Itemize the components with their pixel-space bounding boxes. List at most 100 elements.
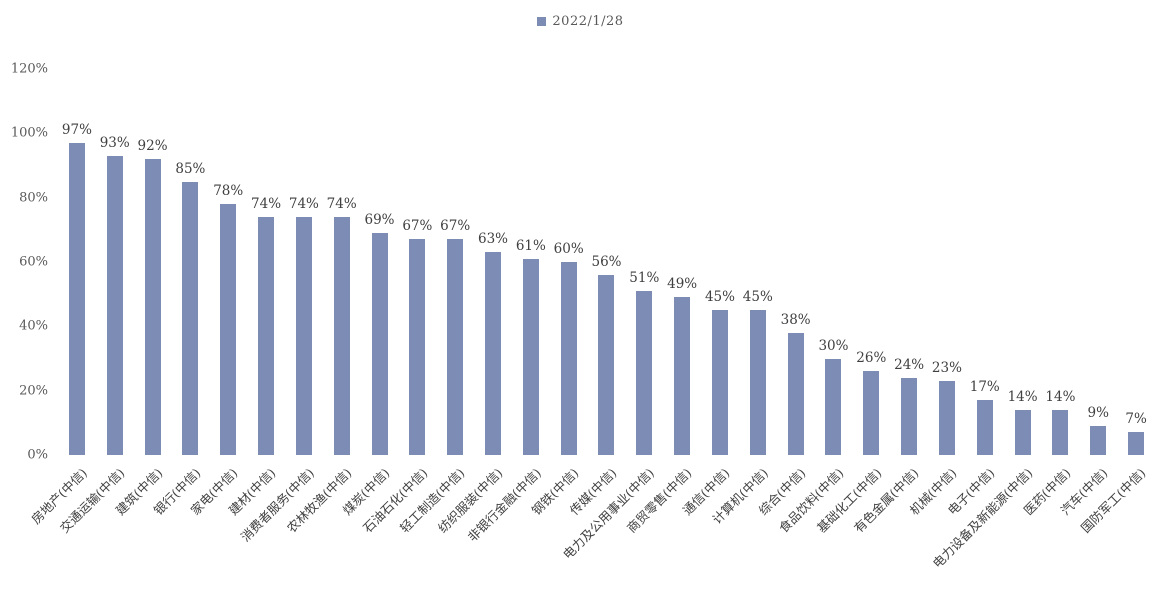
bar	[1128, 432, 1145, 455]
bar-column: 9%	[1079, 69, 1117, 455]
bar-value-label: 30%	[818, 337, 849, 354]
bar-column: 45%	[701, 69, 739, 455]
bar-column: 24%	[890, 69, 928, 455]
y-tick-label: 20%	[19, 383, 48, 399]
bar-value-label: 7%	[1125, 411, 1147, 428]
bar	[598, 274, 615, 455]
bar-value-label: 49%	[667, 276, 698, 293]
bar	[938, 381, 955, 455]
bar	[901, 377, 918, 455]
bar-column: 56%	[588, 69, 626, 455]
bar	[485, 252, 501, 455]
bar-value-label: 93%	[99, 134, 130, 151]
y-tick-label: 100%	[10, 125, 48, 141]
bar	[1014, 409, 1031, 455]
bar-column: 60%	[550, 69, 588, 455]
bar-column: 23%	[928, 69, 966, 455]
bar-column: 17%	[966, 69, 1004, 455]
bar-value-label: 45%	[742, 289, 773, 306]
bar	[295, 216, 312, 455]
y-tick-label: 60%	[19, 254, 48, 270]
bar	[863, 371, 880, 455]
bar-column: 61%	[512, 69, 550, 455]
bar	[182, 181, 199, 455]
bar-column: 97%	[58, 69, 96, 455]
bar-value-label: 92%	[137, 138, 168, 155]
bar-column: 49%	[663, 69, 701, 455]
bar-column: 14%	[1004, 69, 1042, 455]
bar-value-label: 56%	[591, 253, 622, 270]
bar	[68, 142, 85, 455]
bar-column: 51%	[625, 69, 663, 455]
bar-column: 7%	[1117, 69, 1155, 455]
bar-value-label: 67%	[402, 218, 433, 235]
bar-column: 67%	[398, 69, 436, 455]
bar-value-label: 51%	[629, 269, 660, 286]
bar-value-label: 45%	[704, 289, 735, 306]
bar-value-label: 74%	[326, 195, 357, 212]
bar	[258, 216, 275, 455]
bar-value-label: 14%	[1045, 388, 1076, 405]
bar	[447, 239, 464, 455]
bar-value-label: 61%	[515, 237, 546, 254]
bar	[636, 290, 653, 455]
bar	[220, 204, 237, 455]
bar	[409, 239, 426, 455]
bar-value-label: 97%	[61, 121, 92, 138]
bar-value-label: 78%	[213, 183, 244, 200]
bar-column: 14%	[1042, 69, 1080, 455]
bar	[749, 310, 766, 455]
y-tick-label: 40%	[19, 318, 48, 334]
bar-value-label: 85%	[175, 160, 206, 177]
bar-column: 74%	[323, 69, 361, 455]
x-axis: 房地产(中信) 交通运输(中信) 建筑(中信) 银行(中信) 家电(中信) 建材(中信) 消…	[28, 455, 1155, 606]
bar	[825, 358, 842, 455]
chart-legend: 2022/1/28	[0, 14, 1161, 29]
bar-column: 63%	[474, 69, 512, 455]
bar	[333, 216, 350, 455]
bar	[371, 233, 388, 455]
bar-column: 93%	[96, 69, 134, 455]
bar	[711, 310, 728, 455]
bar-column: 38%	[777, 69, 815, 455]
bar-value-label: 74%	[251, 195, 282, 212]
bar	[522, 258, 539, 455]
bar-column: 45%	[739, 69, 777, 455]
bar	[976, 400, 993, 455]
bar	[144, 159, 161, 455]
legend-marker-icon	[537, 17, 547, 26]
bar-value-label: 67%	[440, 218, 471, 235]
bar-column: 30%	[815, 69, 853, 455]
bar	[106, 155, 123, 455]
y-axis: 0% 20% 40% 60% 80% 100% 120%	[0, 62, 52, 463]
bar-column: 92%	[134, 69, 172, 455]
bar-value-label: 23%	[931, 360, 962, 377]
bar-value-label: 74%	[288, 195, 319, 212]
bar-value-label: 60%	[553, 241, 584, 257]
y-tick-label: 0%	[27, 447, 48, 463]
bar-column: 78%	[209, 69, 247, 455]
legend-label: 2022/1/28	[552, 14, 624, 29]
bar	[787, 332, 804, 455]
bar	[560, 262, 577, 455]
plot-area: 97% 93% 92% 85% 78% 74% 74% 74% 69% 67% 67% 63% 61% 6…	[58, 69, 1155, 455]
bar-value-label: 14%	[1007, 388, 1038, 405]
bar-column: 85%	[171, 69, 209, 455]
bar-column: 74%	[285, 69, 323, 455]
y-tick-label: 120%	[10, 61, 48, 77]
bar-column: 69%	[361, 69, 399, 455]
bar-value-label: 69%	[364, 212, 395, 229]
bar-value-label: 24%	[894, 356, 925, 373]
bar	[1052, 409, 1069, 455]
bar-value-label: 63%	[477, 231, 509, 248]
bar-column: 74%	[247, 69, 285, 455]
bar-value-label: 38%	[780, 311, 811, 328]
y-tick-label: 80%	[19, 190, 48, 206]
bar-value-label: 9%	[1087, 405, 1109, 422]
bar-value-label: 26%	[856, 350, 887, 367]
bar-value-label: 17%	[969, 379, 1000, 396]
bar-column: 67%	[436, 69, 474, 455]
bar-column: 26%	[852, 69, 890, 455]
bar	[1090, 426, 1107, 455]
